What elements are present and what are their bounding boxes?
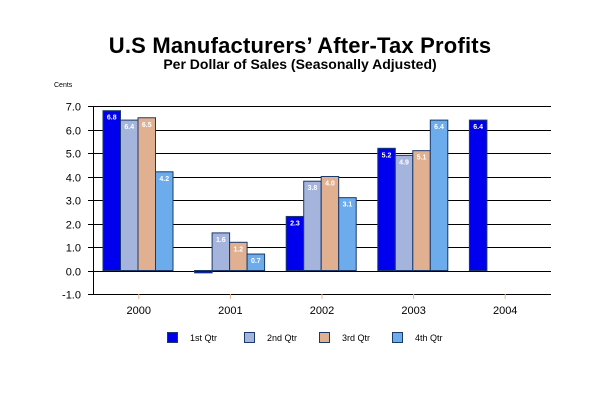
legend-label: 3rd Qtr (342, 332, 371, 343)
bar (194, 270, 213, 274)
legend-swatch (392, 332, 403, 343)
data-label: 4.2 (159, 176, 169, 183)
x-tick-label: 2001 (218, 305, 242, 317)
data-label: 4.9 (399, 159, 409, 166)
chart-title: U.S Manufacturers’ After-Tax Profits (108, 33, 492, 58)
data-label: 4.0 (325, 181, 335, 188)
bar (120, 119, 139, 271)
bar (338, 197, 357, 271)
bar (429, 119, 449, 271)
legend: 1st Qtr 2nd Qtr 3rd Qtr 4th Qtr (0, 332, 600, 346)
bar (137, 117, 156, 271)
data-label: 6.5 (142, 122, 152, 129)
bar (155, 171, 174, 271)
y-axis-label: Cents (54, 82, 73, 89)
data-label: 6.4 (434, 124, 444, 131)
x-tick-label: 2000 (127, 305, 151, 317)
legend-item: 4th Qtr (392, 332, 443, 343)
legend-label: 1st Qtr (190, 332, 218, 343)
data-label: 6.4 (473, 124, 483, 131)
y-tick-label: 4.0 (66, 173, 81, 185)
data-label: 5.1 (417, 155, 427, 162)
bar (102, 110, 121, 271)
data-label: 6.8 (107, 115, 117, 122)
bar (320, 176, 340, 271)
y-tick-label: 6.0 (66, 126, 81, 138)
x-tick-label: 2004 (493, 305, 517, 317)
legend-label: 4th Qtr (415, 332, 443, 343)
y-tick-label: 3.0 (66, 196, 81, 208)
legend-swatch (244, 332, 255, 343)
y-tick-label: 7.0 (66, 102, 81, 114)
legend-swatch (167, 332, 178, 343)
legend-item: 3rd Qtr (319, 332, 370, 343)
bar (412, 150, 431, 271)
data-label: 3.1 (343, 202, 353, 209)
bar (303, 180, 322, 271)
legend-item: 2nd Qtr (244, 332, 297, 343)
bar (246, 253, 266, 272)
bar (377, 147, 396, 271)
y-tick-label: 5.0 (66, 149, 81, 161)
x-tick-label: 2003 (401, 305, 425, 317)
legend-label: 2nd Qtr (267, 332, 298, 343)
data-label: 2.3 (290, 220, 300, 227)
data-label: 5.2 (382, 152, 392, 159)
bar (468, 119, 488, 271)
data-label: 0.7 (251, 258, 261, 265)
data-label: 6.4 (124, 124, 134, 131)
legend-item: 1st Qtr (167, 332, 217, 343)
data-label: 1.6 (216, 237, 226, 244)
bar (394, 154, 414, 272)
y-tick-label: 1.0 (66, 243, 81, 255)
y-tick-label: 0.0 (66, 267, 81, 279)
data-label: 1.2 (233, 246, 243, 253)
y-tick-label: 2.0 (66, 220, 81, 232)
chart-subtitle: Per Dollar of Sales (Seasonally Adjusted… (163, 56, 437, 72)
legend-swatch (319, 332, 330, 343)
data-label: 3.8 (308, 185, 318, 192)
x-tick-label: 2002 (310, 305, 334, 317)
y-tick-label: -1.0 (62, 290, 81, 302)
